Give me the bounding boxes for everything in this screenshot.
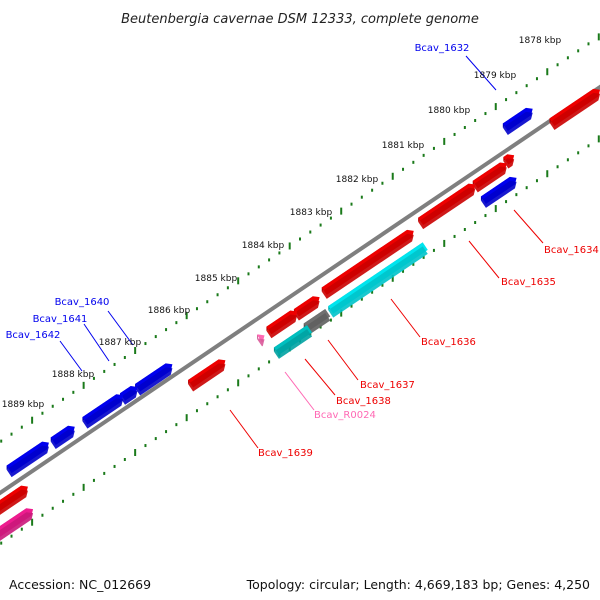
leader-line	[284, 371, 315, 411]
leader-line	[327, 339, 359, 381]
scale-label: 1889 kbp	[2, 400, 45, 410]
gene-bcav-1635	[472, 162, 507, 193]
gene-reverse	[266, 310, 298, 339]
gene-label[interactable]: Bcav_1641	[33, 314, 88, 325]
scale-label: 1887 kbp	[99, 338, 142, 348]
gene-bcav-1642	[82, 394, 124, 429]
leader-line	[304, 358, 336, 396]
gene-label[interactable]: Bcav_1639	[258, 448, 313, 459]
gene-reverse	[549, 88, 600, 130]
accession-label: Accession: NC_012669	[9, 577, 152, 592]
gene-bcav-1640	[135, 363, 173, 396]
leader-line	[59, 340, 83, 372]
scale-label: 1888 kbp	[52, 370, 95, 380]
feature-cyan	[328, 242, 428, 318]
feature-pink	[0, 508, 34, 541]
gene-forward	[50, 425, 75, 449]
leader-line	[465, 55, 497, 91]
scale-label: 1882 kbp	[336, 175, 379, 185]
feature-gray	[303, 309, 331, 335]
gene-features	[0, 88, 600, 541]
map-title: Beutenbergia cavernae DSM 12333, complet…	[121, 12, 479, 27]
leader-line	[513, 209, 544, 244]
gene-bcav-1639	[188, 359, 226, 392]
label-leaders	[59, 55, 544, 449]
gene-bcav-1636	[418, 183, 476, 230]
leader-line	[390, 298, 421, 338]
leader-line	[107, 310, 134, 346]
gene-label[interactable]: Bcav_1632	[415, 43, 470, 54]
gene-reverse	[0, 485, 28, 515]
gene-label[interactable]: Bcav_1637	[360, 380, 415, 391]
scale-label: 1883 kbp	[290, 208, 333, 218]
scale-label: 1885 kbp	[195, 274, 238, 284]
gene-label[interactable]: Bcav_R0024	[314, 410, 376, 421]
gene-labels: Bcav_1632 Bcav_1640 Bcav_1641 Bcav_1642 Bcav…	[6, 43, 599, 459]
gene-reverse	[503, 154, 515, 169]
gene-bcav-1637	[321, 229, 414, 299]
rna-gene-bcav-r0024	[256, 334, 265, 347]
leader-line	[83, 323, 110, 362]
gene-label[interactable]: Bcav_1636	[421, 337, 476, 348]
gene-bcav-1638	[293, 296, 320, 321]
feature-teal	[273, 325, 313, 359]
scale-label: 1884 kbp	[242, 241, 285, 251]
gene-forward	[6, 441, 49, 478]
leader-line	[229, 409, 259, 449]
gene-label[interactable]: Bcav_1634	[544, 245, 599, 256]
leader-line	[468, 240, 500, 279]
gene-label[interactable]: Bcav_1642	[6, 330, 61, 341]
topology-label: Topology: circular; Length: 4,669,183 bp…	[246, 577, 590, 592]
gene-bcav-1632	[502, 107, 533, 135]
gene-label[interactable]: Bcav_1638	[336, 396, 391, 407]
scale-label: 1880 kbp	[428, 106, 471, 116]
gene-bcav-1634	[480, 176, 517, 208]
gene-bcav-1641	[120, 386, 138, 405]
scale-labels: 1878 kbp 1879 kbp 1880 kbp 1881 kbp 1882 kbp…	[2, 36, 562, 410]
scale-ticks	[0, 33, 600, 545]
scale-label: 1881 kbp	[382, 141, 425, 151]
scale-label: 1886 kbp	[148, 306, 191, 316]
genome-backbone	[0, 84, 600, 496]
scale-label: 1878 kbp	[519, 36, 562, 46]
scale-label: 1879 kbp	[474, 71, 517, 81]
gene-label[interactable]: Bcav_1635	[501, 277, 556, 288]
gene-label[interactable]: Bcav_1640	[55, 297, 110, 308]
